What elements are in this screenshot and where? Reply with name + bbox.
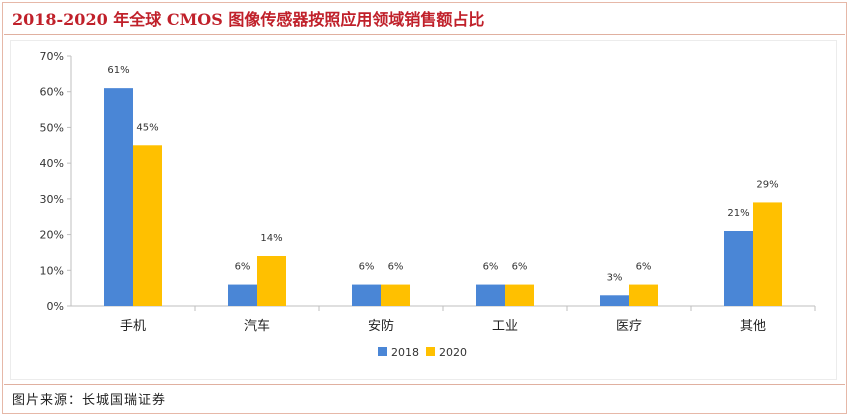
x-axis: 手机 汽车 安防 工业 医疗 其他 [71, 305, 816, 334]
x-category-label: 工业 [492, 319, 518, 334]
legend-label: 2018 [391, 346, 419, 359]
bars [104, 88, 782, 306]
page-title: 2018-2020 年全球 CMOS 图像传感器按照应用领域销售额占比 [12, 10, 485, 29]
x-category-label: 汽车 [244, 318, 270, 334]
data-label-2020: 6% [388, 262, 404, 273]
bar-2020 [629, 284, 658, 306]
data-label-2018: 6% [235, 262, 251, 273]
data-label-2020: 6% [512, 262, 528, 273]
x-category-label: 安防 [368, 318, 394, 334]
y-tick-label: 20% [40, 229, 64, 242]
figure-frame [2, 2, 847, 414]
bar-2020 [133, 145, 162, 306]
y-tick-label: 50% [40, 121, 64, 134]
bar-2020 [753, 202, 782, 306]
x-category-label: 手机 [120, 319, 146, 334]
bar-2018 [352, 284, 381, 306]
data-label-2018: 6% [483, 262, 499, 273]
data-label-2020: 45% [136, 122, 158, 133]
bar-2018 [600, 295, 629, 306]
y-tick-label: 0% [47, 300, 64, 313]
x-category-label: 其他 [740, 319, 766, 334]
bar-chart: 0% 10% 20% 30% 40% 50% 60% 70% 手机 汽车 安防 工业 医疗 其他 61%… [40, 50, 816, 359]
y-tick-label: 30% [40, 193, 64, 206]
y-tick-label: 10% [40, 264, 64, 277]
legend: 2018 2020 [378, 346, 467, 359]
data-label-2020: 29% [756, 179, 778, 190]
chart-panel: 0% 10% 20% 30% 40% 50% 60% 70% 手机 汽车 安防 工业 医疗 其他 61%… [10, 40, 837, 380]
data-label-2018: 61% [107, 65, 129, 76]
bar-2020 [381, 284, 410, 306]
y-tick-label: 60% [40, 86, 64, 99]
bar-2020 [505, 284, 534, 306]
data-label-2018: 3% [607, 272, 623, 283]
data-label-2020: 6% [636, 262, 652, 273]
source-note: 图片来源：长城国瑞证券 [12, 393, 167, 408]
y-tick-label: 40% [40, 157, 64, 170]
legend-swatch-2018 [378, 347, 387, 356]
value-labels: 61% 45% 6% 14% 6% 6% 6% 6% 3% 6% 21% 29% [107, 65, 778, 283]
title-divider [4, 34, 845, 35]
data-label-2018: 6% [359, 262, 375, 273]
bar-2020 [257, 256, 286, 306]
bar-2018 [476, 284, 505, 306]
x-category-label: 医疗 [616, 319, 642, 334]
source-divider [4, 384, 845, 385]
y-tick-label: 70% [40, 50, 64, 63]
bar-2018 [104, 88, 133, 306]
bar-2018 [228, 284, 257, 306]
data-label-2018: 21% [727, 208, 749, 219]
y-axis: 0% 10% 20% 30% 40% 50% 60% 70% [40, 50, 72, 313]
legend-swatch-2020 [426, 347, 435, 356]
bar-2018 [724, 231, 753, 306]
data-label-2020: 14% [260, 233, 282, 244]
legend-label: 2020 [439, 346, 467, 359]
